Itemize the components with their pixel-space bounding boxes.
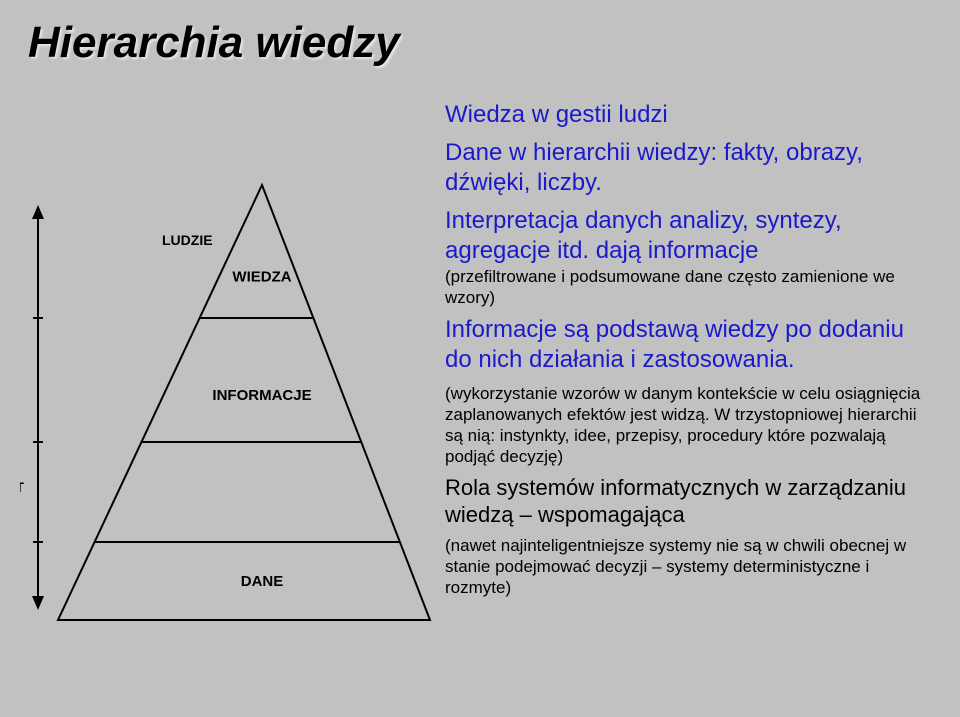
sub-2: (wykorzystanie wzorów w danym kontekście… <box>445 383 935 468</box>
heading-4: Informacje są podstawą wiedzy po dodaniu… <box>445 315 935 375</box>
pyramid-svg: WIEDZA INFORMACJE DANE IT LUDZIE <box>20 130 440 650</box>
text-column: Wiedza w gestii ludzi Dane w hierarchii … <box>445 100 935 604</box>
heading-1: Wiedza w gestii ludzi <box>445 100 935 130</box>
sub-1: (przefiltrowane i podsumowane dane częst… <box>445 266 935 309</box>
sub-3: (nawet najinteligentniejsze systemy nie … <box>445 535 935 599</box>
svg-text:WIEDZA: WIEDZA <box>232 269 291 286</box>
pyramid-diagram: WIEDZA INFORMACJE DANE IT LUDZIE <box>20 130 440 650</box>
svg-text:LUDZIE: LUDZIE <box>162 232 213 248</box>
slide: Hierarchia wiedzy WIEDZA INFORMACJE DANE IT… <box>0 0 960 717</box>
heading-5: Rola systemów informatycznych w zarządza… <box>445 474 935 529</box>
svg-text:INFORMACJE: INFORMACJE <box>212 387 311 404</box>
heading-2: Dane w hierarchii wiedzy: fakty, obrazy,… <box>445 138 935 198</box>
slide-title: Hierarchia wiedzy <box>28 18 400 68</box>
svg-text:DANE: DANE <box>241 573 284 590</box>
heading-3b: dają informacje <box>589 237 758 264</box>
svg-text:IT: IT <box>20 479 24 495</box>
